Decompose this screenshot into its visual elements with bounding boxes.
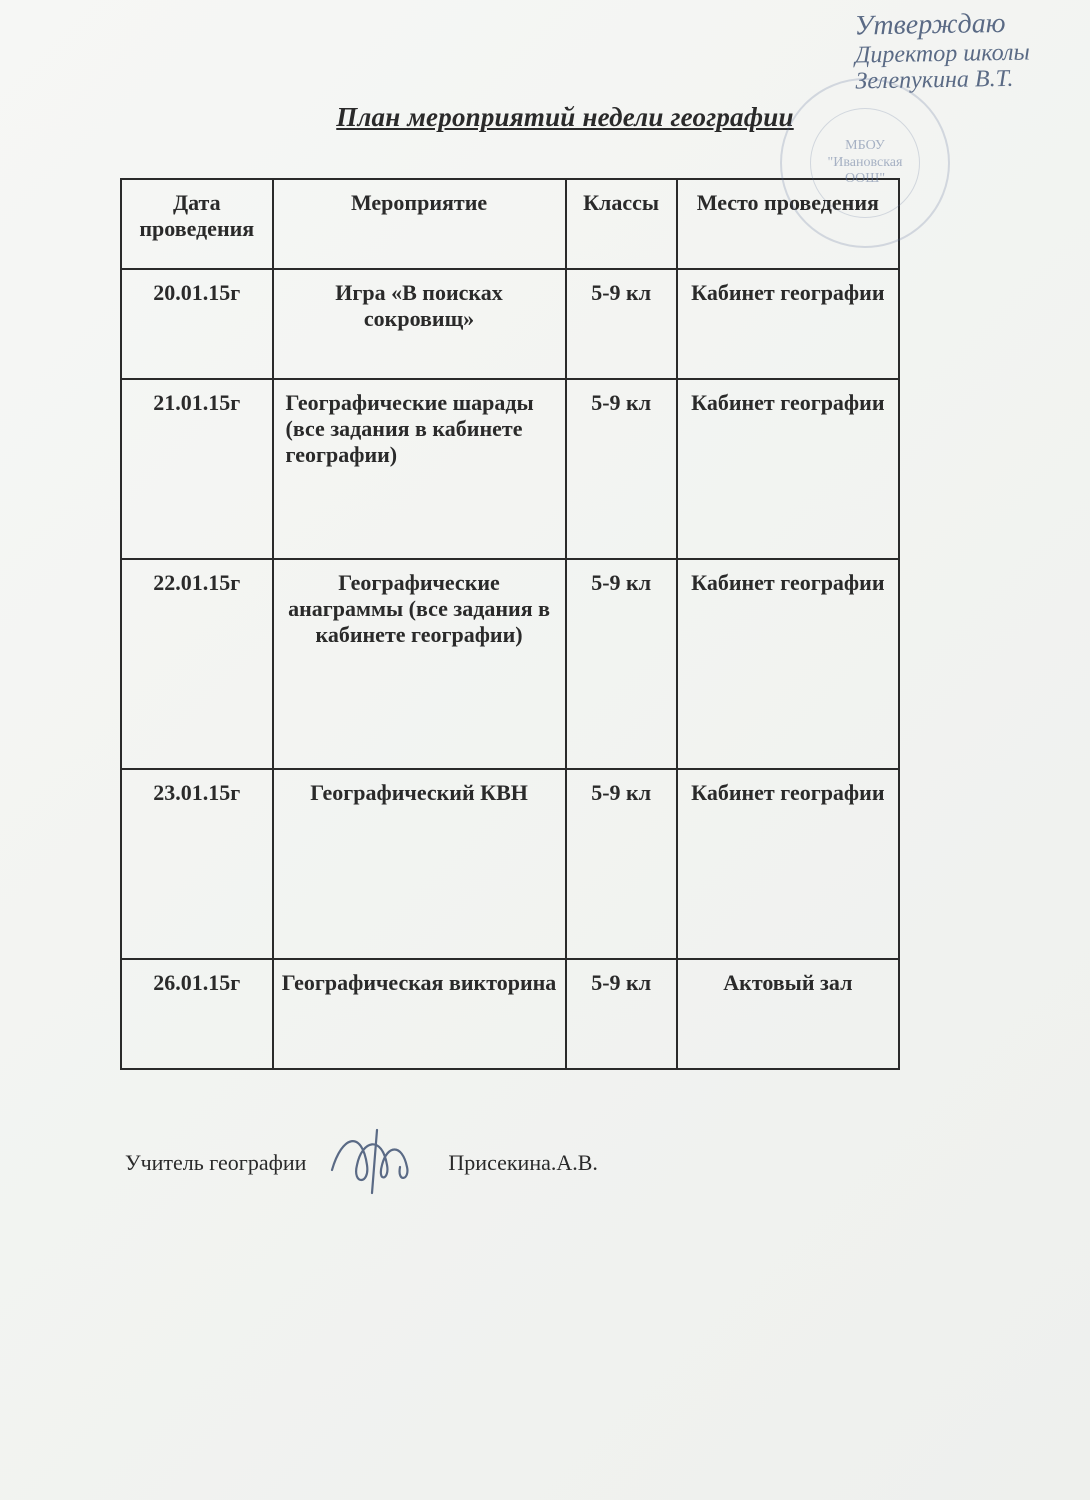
cell-event: Географические шарады (все задания в каб… [273,379,566,559]
cell-date: 20.01.15г [121,269,273,379]
cell-date: 22.01.15г [121,559,273,769]
handwriting-line-2: Директор школы [855,39,1030,68]
signature-role: Учитель географии [125,1150,306,1176]
col-header-event: Мероприятие [273,179,566,269]
table-row: 22.01.15г Географические анаграммы (все … [121,559,899,769]
stamp-text-1: МБОУ [845,138,885,155]
approval-handwriting: Утверждаю Директор школы Зелепукина В.Т. [855,8,1031,95]
events-table: Дата проведения Мероприятие Классы Место… [120,178,900,1070]
col-header-place: Место проведения [677,179,899,269]
signature-block: Учитель географии Присекина.А.В. [125,1125,1020,1201]
cell-event: Географические анаграммы (все задания в … [273,559,566,769]
cell-event: Географический КВН [273,769,566,959]
cell-place: Кабинет географии [677,769,899,959]
signature-name: Присекина.А.В. [448,1150,598,1176]
document-page: Утверждаю Директор школы Зелепукина В.Т.… [0,0,1090,1500]
stamp-text-2: "Ивановская [828,155,903,172]
handwriting-line-1: Утверждаю [855,8,1030,42]
cell-class: 5-9 кл [566,379,677,559]
cell-class: 5-9 кл [566,769,677,959]
handwriting-line-3: Зелепукина В.Т. [856,66,1031,95]
signature-icon [322,1125,432,1201]
col-header-class: Классы [566,179,677,269]
cell-place: Кабинет географии [677,559,899,769]
cell-class: 5-9 кл [566,269,677,379]
table-row: 21.01.15г Географические шарады (все зад… [121,379,899,559]
col-header-date: Дата проведения [121,179,273,269]
cell-class: 5-9 кл [566,959,677,1069]
cell-place: Кабинет географии [677,379,899,559]
cell-date: 26.01.15г [121,959,273,1069]
table-row: 26.01.15г Географическая викторина 5-9 к… [121,959,899,1069]
cell-date: 23.01.15г [121,769,273,959]
cell-class: 5-9 кл [566,559,677,769]
table-row: 20.01.15г Игра «В поисках сокровищ» 5-9 … [121,269,899,379]
cell-event: Географическая викторина [273,959,566,1069]
table-header-row: Дата проведения Мероприятие Классы Место… [121,179,899,269]
cell-place: Актовый зал [677,959,899,1069]
page-title: План мероприятий недели географии [110,102,1020,133]
table-row: 23.01.15г Географический КВН 5-9 кл Каби… [121,769,899,959]
cell-event: Игра «В поисках сокровищ» [273,269,566,379]
cell-date: 21.01.15г [121,379,273,559]
cell-place: Кабинет географии [677,269,899,379]
